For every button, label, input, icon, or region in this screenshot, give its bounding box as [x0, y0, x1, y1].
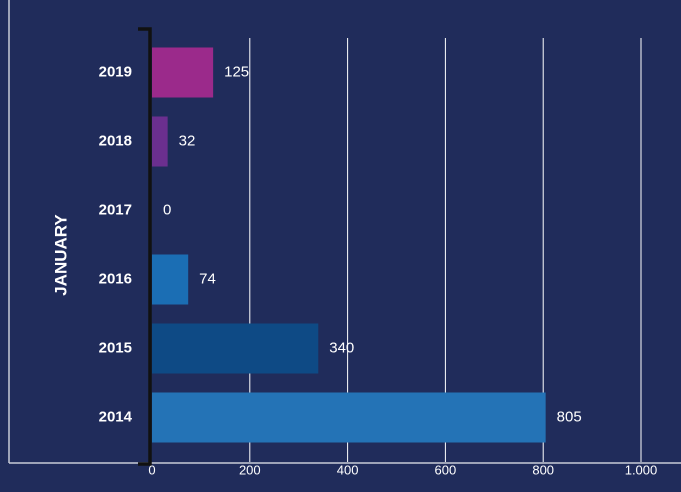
- y-tick-label: 2017: [99, 201, 132, 218]
- value-label: 74: [199, 270, 216, 287]
- value-label: 0: [163, 201, 171, 218]
- x-tick-label: 600: [435, 462, 457, 477]
- x-tick-label: 800: [532, 462, 554, 477]
- y-axis: [138, 27, 152, 466]
- value-label: 340: [329, 339, 354, 356]
- x-tick-label: 1.000: [625, 462, 658, 477]
- y-tick-label: 2015: [99, 339, 132, 356]
- y-axis-label: JANUARY: [51, 214, 70, 296]
- x-tick-label: 400: [337, 462, 359, 477]
- bar: [152, 116, 168, 167]
- y-tick-label: 2014: [99, 408, 133, 425]
- bar: [152, 254, 189, 305]
- value-label: 805: [557, 408, 582, 425]
- bars: [152, 47, 546, 443]
- x-tick-label: 200: [239, 462, 261, 477]
- y-tick-label: 2016: [99, 270, 132, 287]
- bar: [152, 323, 319, 374]
- y-tick-label: 2019: [99, 63, 132, 80]
- x-tick-label: 0: [148, 462, 155, 477]
- value-label: 32: [179, 132, 196, 149]
- grid: [249, 38, 642, 462]
- value-label: 125: [224, 63, 249, 80]
- bar: [152, 47, 214, 98]
- bar: [152, 392, 546, 443]
- y-tick-label: 2018: [99, 132, 132, 149]
